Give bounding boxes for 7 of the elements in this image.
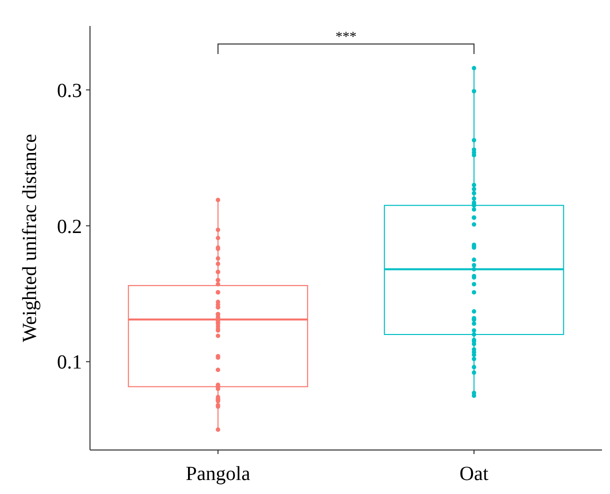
y-tick-label: 0.2 bbox=[57, 216, 82, 238]
y-axis-title: Weighted unifrac distance bbox=[19, 134, 41, 342]
y-tick-label: 0.3 bbox=[57, 80, 82, 102]
x-tick-label: Oat bbox=[460, 463, 489, 485]
annotation: *** bbox=[336, 30, 356, 45]
y-tick-label: 0.1 bbox=[57, 352, 82, 374]
x-tick-label: Pangola bbox=[186, 463, 250, 485]
